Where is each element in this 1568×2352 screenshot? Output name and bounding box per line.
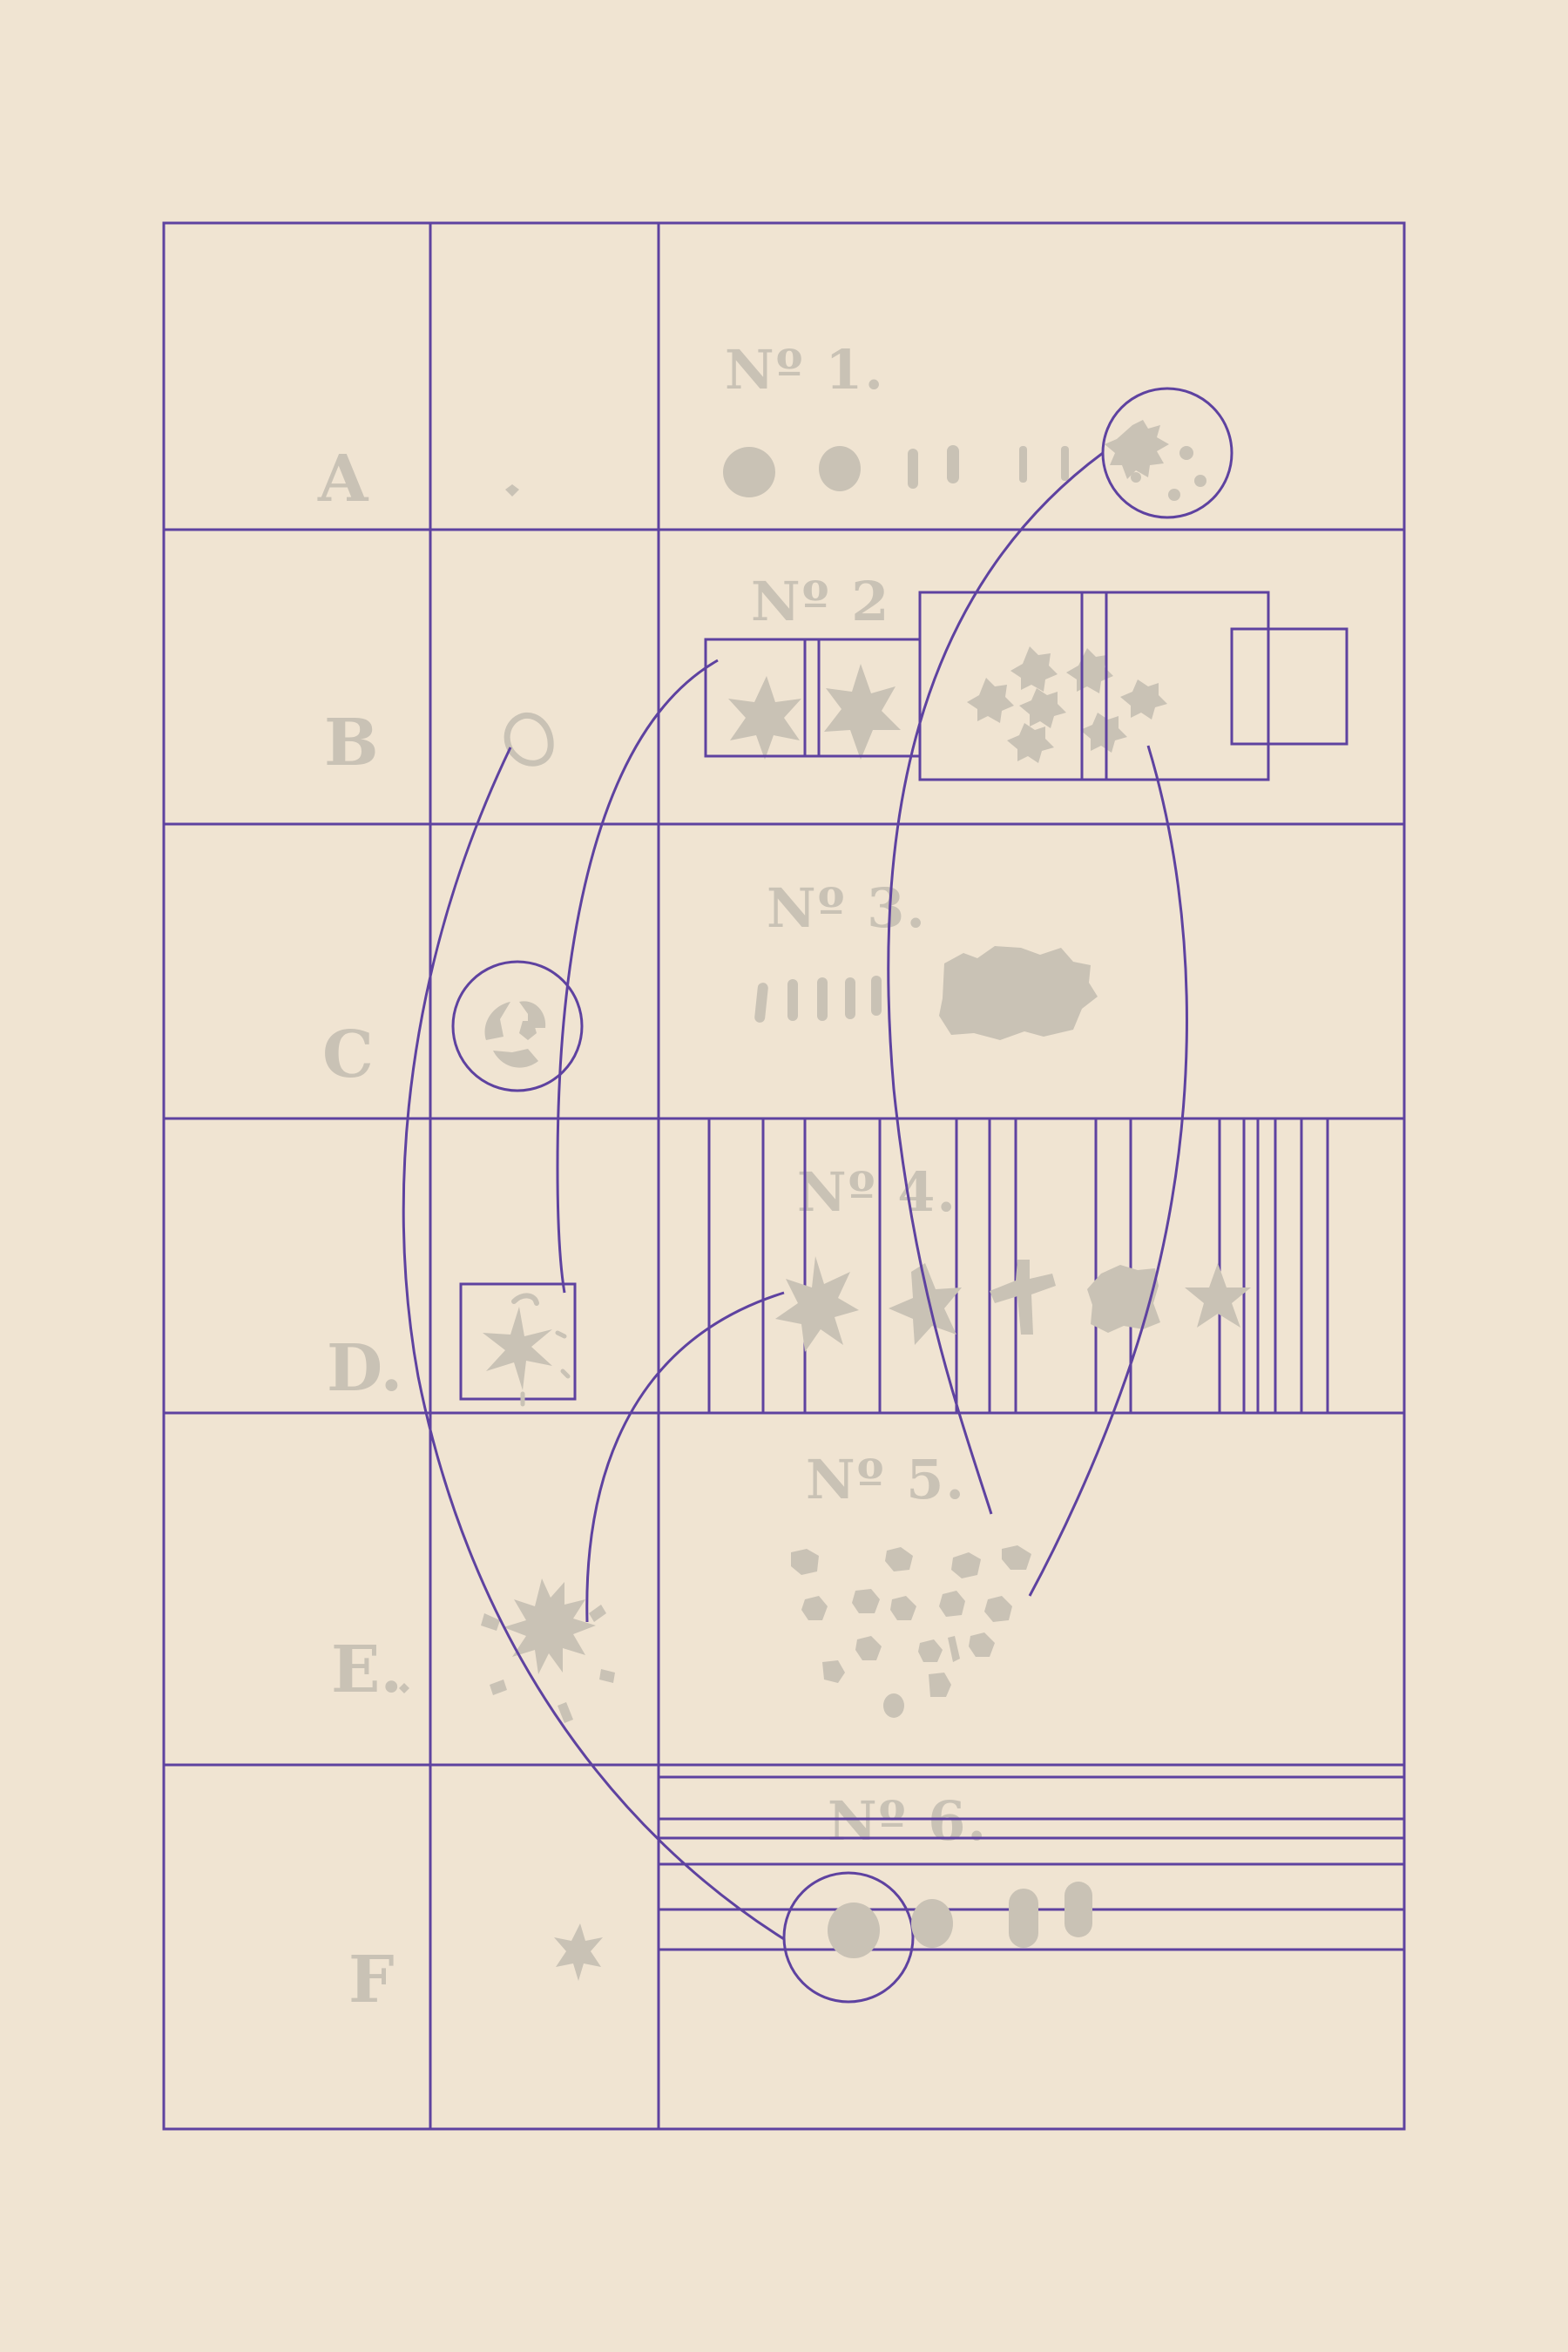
specimen-frame: [918, 591, 1270, 781]
oval-blot-icon: [819, 446, 861, 491]
row-c-specimens: [451, 946, 1098, 1092]
ring-glyph-icon: [451, 960, 584, 1092]
panel-title-2: Nº 2: [751, 570, 890, 633]
row-label-b: B: [324, 706, 379, 781]
sparkle-glyph-icon: [483, 1293, 571, 1407]
star-glyph-icon: [824, 664, 901, 760]
tick-mark-icon: [817, 977, 828, 1021]
tick-mark-icon: [1064, 1882, 1092, 1937]
cell-cluster-icon: [791, 1545, 1031, 1718]
cross-glyph-icon: [990, 1260, 1056, 1335]
ring-glyph-icon: [782, 1871, 915, 2004]
marbled-orb-icon: [484, 1001, 546, 1068]
tick-mark-icon: [908, 449, 918, 489]
tick-mark-icon: [787, 979, 798, 1021]
star-glyph-icon: [728, 676, 801, 760]
tick-mark-icon: [505, 484, 519, 497]
oval-blot-icon: [828, 1903, 880, 1958]
panel-title-4: Nº 4.: [797, 1160, 957, 1224]
tick-mark-icon: [1061, 446, 1069, 481]
specimen-frame: [459, 1282, 577, 1401]
tick-mark-icon: [947, 445, 959, 483]
row-labels: A B C D. E. F: [317, 442, 402, 2017]
tick-mark-icon: [399, 1683, 409, 1693]
tick-mark-icon: [845, 977, 855, 1019]
row-label-a: A: [317, 442, 369, 517]
staff-lines: [659, 1775, 1404, 1951]
row-f-specimens: [554, 1775, 1404, 2004]
row-e-specimens: [399, 1545, 1031, 1723]
panel-titles: Nº 1. Nº 2 Nº 3. Nº 4. Nº 5. Nº 6.: [725, 338, 988, 1853]
oval-blot-icon: [911, 1899, 953, 1948]
connector-curves: [402, 387, 1233, 1941]
spiky-blob-icon: [1087, 1265, 1160, 1333]
row-label-e: E.: [331, 1632, 402, 1707]
sparkle-glyph-icon: [481, 1578, 615, 1723]
tick-mark-icon: [1009, 1889, 1038, 1948]
sparkle-glyph-icon: [775, 1256, 859, 1352]
star-glyph-icon: [1185, 1263, 1251, 1328]
oval-blot-icon: [723, 447, 775, 497]
row-label-d: D.: [327, 1331, 402, 1406]
tick-mark-icon: [1019, 446, 1027, 483]
star-glyph-icon: [889, 1263, 962, 1345]
panel-title-1: Nº 1.: [725, 338, 885, 402]
row-b-specimens: [504, 591, 1348, 781]
panel-title-3: Nº 3.: [767, 876, 927, 940]
marbled-orb-icon: [1105, 420, 1206, 501]
spiky-blob-icon: [939, 946, 1098, 1040]
row-label-f: F: [348, 1943, 395, 2017]
star-glyph-icon: [554, 1923, 603, 1981]
row-label-c: C: [322, 1017, 374, 1092]
cell-cluster-icon: [967, 646, 1167, 763]
specimen-frame: [1230, 627, 1348, 746]
tick-mark-icon: [754, 983, 768, 1023]
tick-mark-icon: [871, 976, 882, 1016]
panel-title-5: Nº 5.: [806, 1448, 966, 1511]
grid-frame: [162, 221, 1406, 2131]
row-a-specimens: [505, 420, 1206, 501]
panel-title-6: Nº 6.: [828, 1789, 988, 1853]
ring-glyph-icon: [504, 712, 554, 767]
